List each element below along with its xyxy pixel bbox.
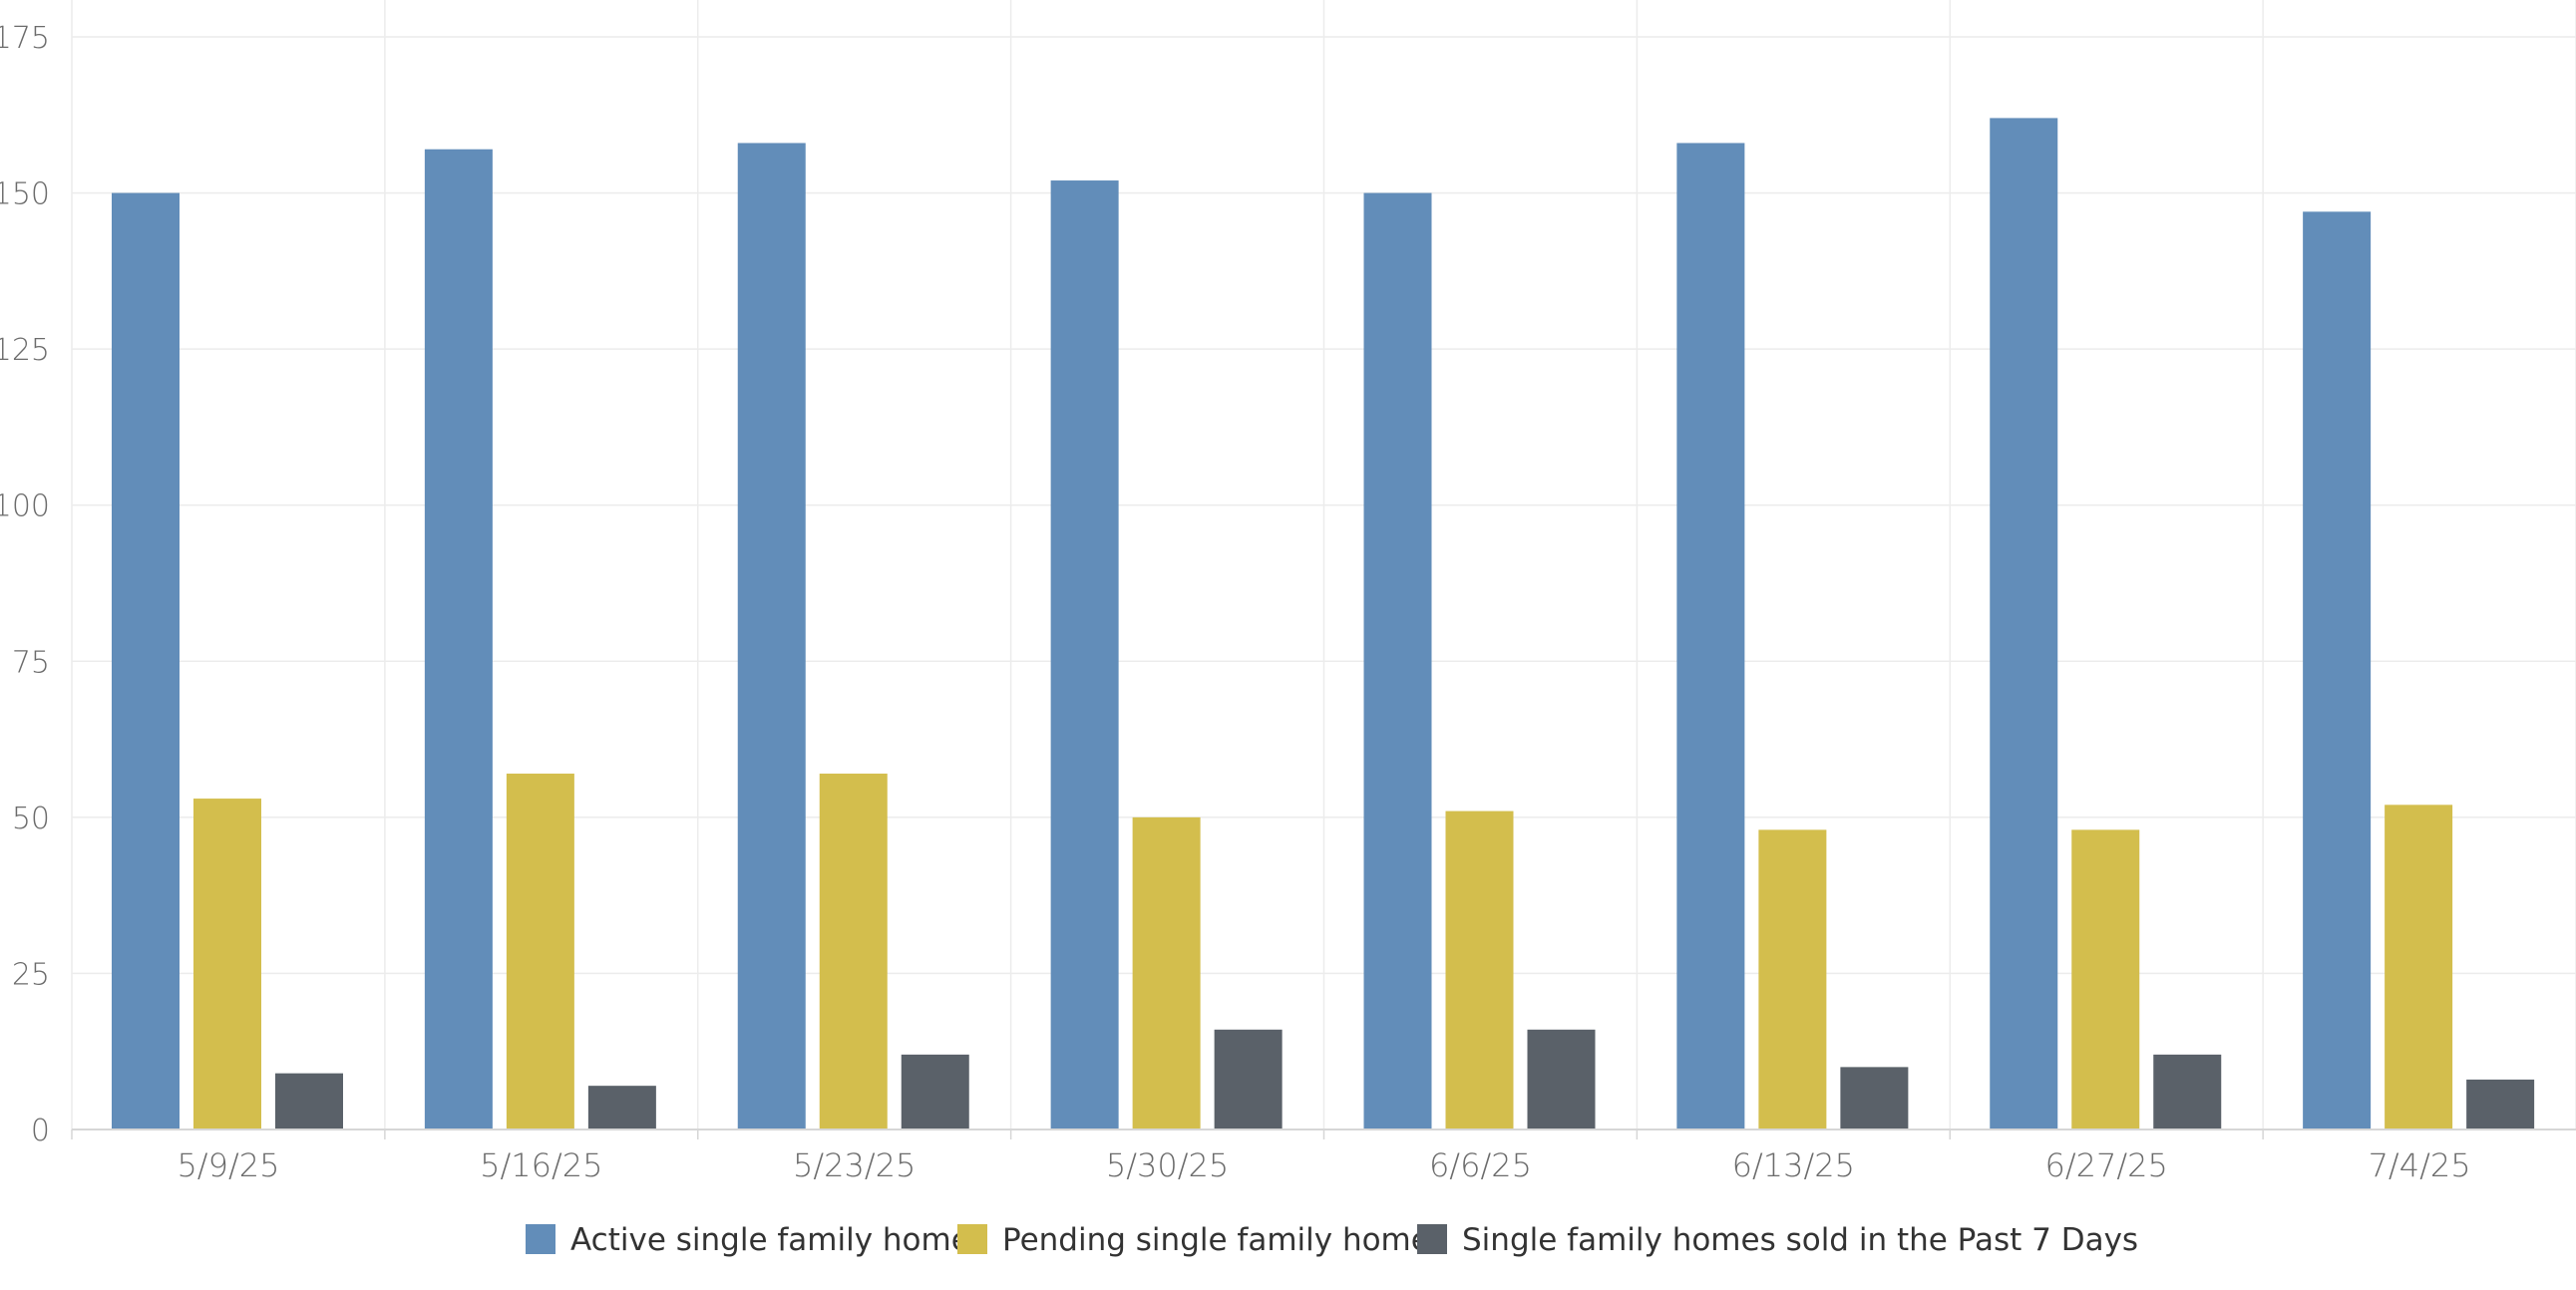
bar-pending [506, 774, 574, 1129]
legend-swatch [526, 1224, 555, 1254]
bar-active [424, 149, 493, 1129]
x-tick-label: 6/27/25 [2045, 1146, 2168, 1184]
bar-pending [1132, 816, 1201, 1129]
x-tick-label: 7/4/25 [2369, 1146, 2471, 1184]
legend-label: Pending single family home [1002, 1222, 1430, 1258]
bars-layer [112, 118, 2535, 1130]
bar-active [1990, 118, 2058, 1130]
y-tick-label: 150 [0, 177, 50, 212]
legend-swatch [957, 1224, 987, 1254]
bar-sold [275, 1073, 343, 1129]
bar-pending [2071, 829, 2140, 1129]
x-tick-label: 5/9/25 [177, 1146, 279, 1184]
bar-sold [1527, 1029, 1596, 1129]
bar-active [112, 192, 180, 1130]
bar-active [737, 143, 806, 1129]
bar-sold [2466, 1079, 2535, 1129]
bar-active [1363, 192, 1432, 1130]
bar-sold [587, 1086, 656, 1129]
y-tick-label: 100 [0, 489, 50, 524]
bar-pending [2385, 805, 2453, 1129]
bar-active [1050, 180, 1119, 1129]
bar-sold [2153, 1054, 2222, 1129]
axis-layer: 0 25 50 75 100 125 150 175 5/9/25 5/16/25 5/23/25 5… [0, 21, 2576, 1184]
bar-sold [1214, 1029, 1283, 1129]
bar-pending [1445, 810, 1514, 1129]
y-tick-label: 0 [31, 1114, 50, 1148]
x-tick-label: 5/23/25 [793, 1146, 916, 1184]
y-tick-label: 125 [0, 333, 50, 368]
legend-swatch [1417, 1224, 1447, 1254]
bar-active [2303, 211, 2372, 1130]
bar-pending [819, 774, 888, 1129]
legend: Active single family home Pending single … [526, 1222, 2138, 1258]
bar-pending [1758, 829, 1827, 1129]
x-tick-label: 5/16/25 [480, 1146, 602, 1184]
x-tick-label: 6/13/25 [1732, 1146, 1855, 1184]
bar-pending [193, 799, 261, 1129]
y-tick-label: 175 [0, 21, 50, 56]
x-tick-label: 5/30/25 [1106, 1146, 1229, 1184]
bar-active [1676, 143, 1745, 1129]
y-tick-label: 50 [12, 802, 50, 836]
legend-label: Single family homes sold in the Past 7 D… [1462, 1222, 2138, 1258]
bar-sold [1840, 1067, 1909, 1129]
bar-sold [901, 1054, 969, 1129]
legend-label: Active single family home [570, 1222, 970, 1258]
y-tick-label: 25 [12, 957, 50, 992]
x-tick-label: 6/6/25 [1429, 1146, 1532, 1184]
y-tick-label: 75 [12, 645, 50, 680]
